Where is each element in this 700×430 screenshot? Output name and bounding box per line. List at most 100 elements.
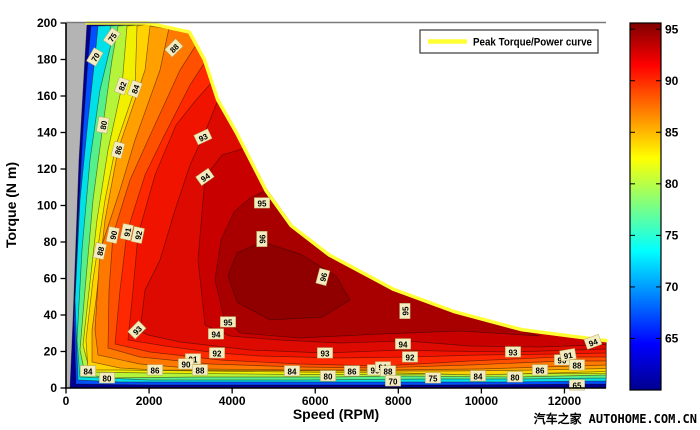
y-tick-label: 20	[44, 345, 58, 359]
contour-label: 92	[209, 347, 225, 358]
svg-text:92: 92	[213, 349, 222, 358]
x-tick-label: 12000	[548, 394, 582, 408]
y-axis-title: Torque (N m)	[3, 162, 19, 248]
svg-text:65: 65	[573, 381, 582, 390]
watermark-cn: 汽车之家	[534, 411, 583, 426]
contour-label: 84	[126, 79, 143, 99]
svg-text:86: 86	[536, 366, 545, 375]
svg-text:86: 86	[113, 144, 124, 155]
contour-label: 75	[425, 372, 441, 383]
watermark-en: AUTOHOME.COM.CN	[589, 412, 697, 426]
y-tick-label: 180	[37, 53, 57, 67]
svg-text:80: 80	[99, 119, 110, 130]
colorbar: 65 70 75 80 85 90 95	[629, 22, 679, 391]
colorbar-gradient	[629, 22, 662, 391]
contour-label: 91	[559, 348, 577, 362]
contour-label: 80	[507, 371, 523, 382]
svg-text:91: 91	[123, 226, 134, 237]
contour-label: 96	[256, 231, 267, 247]
colorbar-tick-label: 65	[665, 332, 679, 346]
y-tick-label: 100	[37, 199, 57, 213]
contour-label: 91	[119, 223, 134, 241]
colorbar-tick-label: 80	[665, 177, 679, 191]
svg-text:94: 94	[588, 337, 600, 349]
legend: Peak Torque/Power curve	[419, 29, 599, 54]
svg-text:70: 70	[389, 377, 398, 386]
svg-text:92: 92	[134, 229, 145, 240]
svg-text:80: 80	[324, 372, 333, 381]
svg-text:84: 84	[84, 367, 93, 376]
contour-label: 90	[105, 226, 120, 244]
svg-text:80: 80	[103, 374, 112, 383]
contour-label: 90	[178, 358, 194, 369]
svg-text:92: 92	[406, 353, 415, 362]
contour-label: 80	[96, 116, 110, 134]
svg-text:88: 88	[573, 361, 582, 370]
colorbar-tick-label: 90	[665, 74, 679, 88]
x-tick-label: 0	[63, 394, 70, 408]
contour-label: 84	[80, 365, 96, 376]
svg-text:93: 93	[197, 132, 209, 144]
x-tick-label: 6000	[302, 394, 329, 408]
svg-text:93: 93	[321, 349, 330, 358]
svg-text:93: 93	[509, 348, 518, 357]
contour-label: 94	[395, 338, 411, 349]
y-tick-label: 60	[44, 272, 58, 286]
watermark: 汽车之家 AUTOHOME.COM.CN	[534, 411, 697, 426]
y-tick-label: 120	[37, 162, 57, 176]
contour-label: 86	[344, 365, 360, 376]
contour-label: 80	[320, 370, 336, 381]
y-tick-label: 0	[50, 381, 57, 395]
contour-label: 82	[113, 76, 130, 96]
x-tick-label: 2000	[136, 394, 163, 408]
contour-label: 93	[317, 347, 333, 358]
colorbar-tick-label: 70	[665, 280, 679, 294]
y-tick-label: 160	[37, 89, 57, 103]
contour-label: 75	[102, 27, 121, 47]
svg-text:84: 84	[130, 83, 142, 95]
x-axis-ticks: 0 2000 4000 6000 8000 10000 12000	[63, 388, 582, 408]
contour-label: 92	[402, 351, 418, 362]
svg-text:75: 75	[429, 374, 438, 383]
x-tick-label: 8000	[385, 394, 412, 408]
x-tick-label: 10000	[465, 394, 499, 408]
contour-label: 95	[399, 303, 410, 319]
contour-label: 86	[147, 364, 163, 375]
y-axis-ticks: 0 20 40 60 80 100 120 140 160 180 200	[37, 16, 66, 395]
legend-box	[419, 29, 599, 54]
legend-label: Peak Torque/Power curve	[473, 37, 592, 49]
contour-label: 88	[92, 242, 107, 260]
svg-text:84: 84	[288, 367, 297, 376]
nodata-gray-region	[66, 23, 87, 388]
contour-label: 80	[99, 372, 115, 383]
colorbar-ticks: 65 70 75 80 85 90 95	[630, 22, 679, 346]
contour-label: 94	[583, 333, 603, 350]
colorbar-tick-label: 95	[665, 22, 679, 36]
contour-label: 88	[380, 365, 396, 376]
svg-text:88: 88	[384, 367, 393, 376]
contour-label: 84	[284, 365, 300, 376]
svg-text:96: 96	[318, 271, 329, 282]
svg-text:94: 94	[399, 340, 408, 349]
y-tick-label: 200	[37, 16, 57, 30]
y-tick-label: 40	[44, 308, 58, 322]
svg-text:88: 88	[96, 245, 107, 256]
svg-text:95: 95	[258, 199, 267, 208]
svg-text:90: 90	[109, 229, 120, 240]
colorbar-tick-label: 85	[665, 125, 679, 139]
colorbar-tick-label: 75	[665, 229, 679, 243]
x-axis-title: Speed (RPM)	[293, 406, 379, 422]
svg-text:95: 95	[401, 306, 410, 315]
contour-label: 96	[315, 267, 331, 287]
svg-text:88: 88	[196, 366, 205, 375]
x-tick-label: 4000	[219, 394, 246, 408]
svg-text:80: 80	[511, 373, 520, 382]
contour-band-96	[227, 241, 351, 321]
svg-text:95: 95	[224, 318, 233, 327]
peak-torque-power-curve	[85, 21, 608, 343]
contour-label: 70	[86, 47, 104, 67]
svg-text:82: 82	[117, 80, 129, 92]
